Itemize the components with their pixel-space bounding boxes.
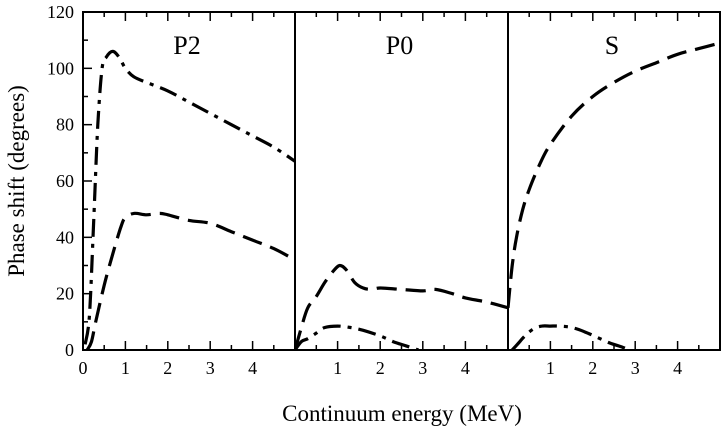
panel-p2-x-tick-label-4: 4	[248, 358, 257, 378]
x-axis-title: Continuum energy (MeV)	[282, 401, 522, 426]
panel-s-series-dash-dot	[511, 324, 630, 350]
y-tick-label-60: 60	[56, 171, 74, 191]
panel-s-series-dashed	[508, 41, 720, 308]
panel-p2-x-tick-label-0: 0	[79, 358, 88, 378]
panel-p0-x-tick-label-1: 1	[333, 358, 342, 378]
panel-s-x-tick-label-2: 2	[588, 358, 597, 378]
y-tick-label-100: 100	[47, 58, 74, 78]
panel-p2-x-tick-label-2: 2	[163, 358, 172, 378]
y-tick-label-120: 120	[47, 2, 74, 22]
y-tick-label-40: 40	[56, 227, 74, 247]
panel-s-frame	[507, 11, 721, 351]
panel-p0-x-tick-label-4: 4	[461, 358, 470, 378]
panel-p0-title: P0	[386, 31, 413, 60]
panel-p0-series-dashed	[295, 263, 508, 350]
panel-s-x-tick-label-4: 4	[673, 358, 682, 378]
panel-s-x-tick-label-3: 3	[631, 358, 640, 378]
panel-p2-x-tick-label-1: 1	[121, 358, 130, 378]
y-tick-label-20: 20	[56, 284, 74, 304]
panel-p0-series-dash-dot	[295, 324, 420, 350]
panel-p2-x-tick-label-3: 3	[206, 358, 215, 378]
panel-p0-x-tick-label-3: 3	[418, 358, 427, 378]
y-tick-label-0: 0	[65, 340, 74, 360]
y-axis-title: Phase shift (degrees)	[4, 85, 29, 277]
plot-area: 0 20 40 60 80 100 120 0 1 2 3 4 P2 1 2 3 4 P0 1 2 3 4 S	[47, 2, 721, 378]
panel-p2-title: P2	[173, 31, 200, 60]
panel-s-title: S	[605, 31, 619, 60]
panel-p2-series-dashed	[85, 211, 295, 350]
panel-s-x-tick-label-1: 1	[546, 358, 555, 378]
panel-p2-series-dash-dot	[83, 49, 295, 345]
panel-p0-x-tick-label-2: 2	[376, 358, 385, 378]
y-tick-label-80: 80	[56, 115, 74, 135]
panel-p2-frame	[82, 11, 296, 351]
